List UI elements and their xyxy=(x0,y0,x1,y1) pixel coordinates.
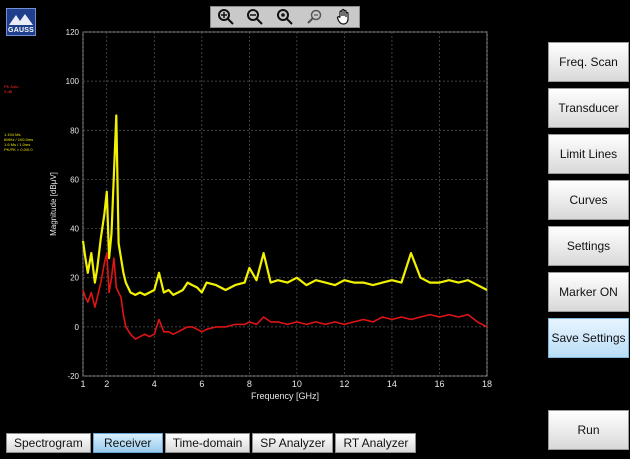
series-line-red xyxy=(82,252,488,340)
x-tick-label: 1 xyxy=(80,379,85,389)
y-tick-label: 100 xyxy=(66,77,80,86)
legend-yellow-line: 1.6 Ms / 1.0ms xyxy=(4,142,31,147)
x-tick-label: 8 xyxy=(247,379,252,389)
y-tick-label: 60 xyxy=(70,175,79,184)
settings-button[interactable]: Settings xyxy=(548,226,629,266)
legend-red-block: PK Auto 0 dB xyxy=(4,84,36,94)
x-tick-label: 18 xyxy=(482,379,492,389)
tab-spectrogram[interactable]: Spectrogram xyxy=(6,433,91,453)
curves-button[interactable]: Curves xyxy=(548,180,629,220)
transducer-button[interactable]: Transducer xyxy=(548,88,629,128)
x-tick-label: 14 xyxy=(387,379,397,389)
series-line-yellow xyxy=(81,114,488,296)
x-axis-label: Frequency [GHz] xyxy=(251,391,319,401)
tab-receiver[interactable]: Receiver xyxy=(92,433,163,453)
legend-yellow-line: 6MHz / 100.0ms xyxy=(4,137,34,142)
zoom-in-icon[interactable] xyxy=(215,7,237,27)
y-tick-label: 0 xyxy=(75,323,80,332)
x-tick-label: 2 xyxy=(104,379,109,389)
zoom-out-icon[interactable] xyxy=(244,7,266,27)
run-button[interactable]: Run xyxy=(548,410,629,450)
marker-on-button[interactable]: Marker ON xyxy=(548,272,629,312)
y-tick-label: -20 xyxy=(67,372,79,381)
y-axis-label: Magnitude [dBμV] xyxy=(49,172,58,236)
save-settings-button[interactable]: Save Settings xyxy=(548,318,629,358)
zoom-toolbar xyxy=(210,6,360,28)
y-tick-label: 80 xyxy=(70,126,79,135)
zoom-fit-icon[interactable] xyxy=(274,7,296,27)
legend-red-line: 0 dB xyxy=(4,89,13,94)
spectrum-chart[interactable]: 1 2 4 6 8 10 12 14 16 18-20020406080100120Frequen… xyxy=(0,0,540,420)
x-tick-label: 12 xyxy=(339,379,349,389)
plot-frame xyxy=(82,31,488,377)
trace-legend: PK Auto 0 dB 1.194 Ms 6MHz / 100.0ms 1.6… xyxy=(4,84,36,152)
x-tick-label: 6 xyxy=(199,379,204,389)
y-tick-label: 40 xyxy=(70,225,79,234)
x-tick-label: 10 xyxy=(292,379,302,389)
bottom-tab-bar: Spectrogram Receiver Time-domain SP Anal… xyxy=(6,433,417,453)
tab-sp-analyzer[interactable]: SP Analyzer xyxy=(252,433,334,453)
legend-yellow-line: 1.194 Ms xyxy=(4,132,21,137)
legend-yellow-block: 1.194 Ms 6MHz / 100.0ms 1.6 Ms / 1.0ms P… xyxy=(4,132,36,152)
x-tick-label: 4 xyxy=(152,379,157,389)
limit-lines-button[interactable]: Limit Lines xyxy=(548,134,629,174)
pan-hand-icon[interactable] xyxy=(333,7,355,27)
legend-yellow-line: PK/PK = 0.0/0.0 xyxy=(4,147,33,152)
freq-scan-button[interactable]: Freq. Scan xyxy=(548,42,629,82)
spectrum-plot-area[interactable]: 1 2 4 6 8 10 12 14 16 18 -20 0 20 40 60 80 100 120 Frequen… xyxy=(0,0,540,420)
tab-rt-analyzer[interactable]: RT Analyzer xyxy=(335,433,417,453)
x-tick-label: 16 xyxy=(434,379,444,389)
zoom-reset-icon[interactable] xyxy=(304,7,326,27)
app-logo: GAUSS xyxy=(6,8,36,36)
tab-time-domain[interactable]: Time-domain xyxy=(164,433,251,453)
logo-text: GAUSS xyxy=(8,27,34,34)
y-tick-label: 20 xyxy=(70,274,79,283)
legend-red-line: PK Auto xyxy=(4,84,19,89)
y-tick-label: 120 xyxy=(66,28,80,37)
